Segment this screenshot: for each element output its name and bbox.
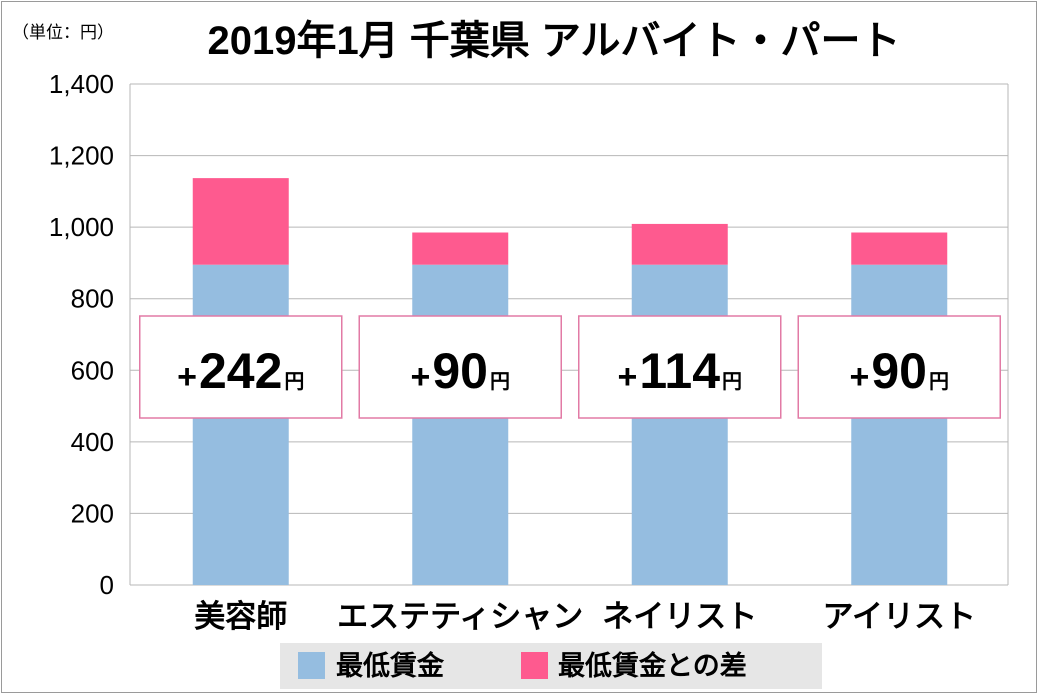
difference-value: 242	[199, 343, 282, 399]
y-tick-label: 200	[71, 498, 114, 528]
x-axis: 美容師 エステティシャン ネイリスト アイリスト	[194, 599, 976, 634]
difference-value: 90	[432, 343, 488, 399]
difference-label: +90 円	[850, 343, 949, 399]
x-tick-label: エステティシャン	[337, 599, 583, 634]
bar-difference	[412, 232, 509, 265]
y-tick-label: 1,000	[49, 212, 114, 242]
legend-label: 最低賃金との差	[558, 650, 747, 681]
bar-minimum-wage	[851, 264, 948, 585]
bar-difference	[631, 223, 728, 265]
difference-plus-sign: +	[850, 358, 870, 396]
legend-background	[280, 643, 822, 689]
difference-unit: 円	[722, 371, 742, 393]
x-tick-label: アイリスト	[823, 599, 976, 634]
chart-title: 2019年1月 千葉県 アルバイト・パート	[207, 19, 900, 63]
bar-minimum-wage	[412, 264, 509, 585]
legend: 最低賃金 最低賃金との差	[280, 643, 822, 689]
x-tick-label: 美容師	[194, 599, 287, 634]
difference-value: 90	[871, 343, 927, 399]
difference-label-box	[358, 315, 562, 419]
y-tick-label: 0	[100, 570, 114, 600]
unit-label: （単位：円）	[12, 23, 114, 42]
y-tick-label: 800	[71, 284, 114, 314]
y-tick-label: 1,200	[49, 141, 114, 171]
difference-label: +114 円	[617, 343, 742, 399]
legend-label: 最低賃金	[336, 650, 445, 681]
difference-unit: 円	[929, 371, 949, 393]
difference-unit: 円	[284, 371, 304, 393]
difference-plus-sign: +	[617, 358, 637, 396]
y-tick-label: 600	[71, 355, 114, 385]
y-tick-label: 1,400	[49, 69, 114, 99]
legend-swatch	[298, 652, 325, 679]
difference-plus-sign: +	[411, 358, 431, 396]
bar-minimum-wage	[631, 264, 728, 585]
difference-plus-sign: +	[177, 358, 197, 396]
difference-label-box	[139, 315, 343, 419]
y-tick-label: 400	[71, 427, 114, 457]
bar-difference	[851, 232, 948, 265]
difference-value: 114	[639, 343, 720, 399]
difference-label-box	[797, 315, 1001, 419]
bar-difference	[192, 178, 289, 265]
bar-minimum-wage	[192, 264, 289, 585]
x-tick-label: ネイリスト	[602, 599, 757, 634]
difference-label: +90 円	[411, 343, 510, 399]
legend-swatch	[521, 652, 548, 679]
difference-label: +242 円	[177, 343, 304, 399]
difference-label-box	[578, 315, 782, 419]
y-axis: 0 200 400 600 800 1,000 1,200 1,400	[49, 69, 114, 600]
difference-unit: 円	[490, 371, 510, 393]
difference-labels: +242 円 +90 円 +114 円 +90 円	[139, 315, 1001, 419]
